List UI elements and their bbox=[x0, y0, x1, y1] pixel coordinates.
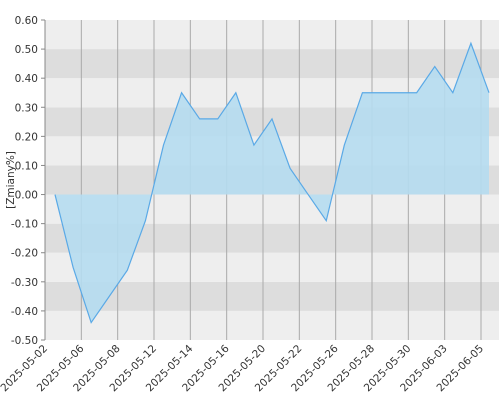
line bbox=[54, 41, 490, 324]
y-tick-label: -0.30 bbox=[11, 277, 38, 289]
y-tick-label: -0.10 bbox=[11, 219, 38, 231]
y-tick-label: -0.50 bbox=[11, 335, 38, 347]
band bbox=[45, 49, 499, 79]
y-tick-label: 0.50 bbox=[15, 44, 38, 56]
y-tick-label: 0.10 bbox=[15, 160, 38, 172]
y-tick-label: 0.60 bbox=[15, 15, 38, 27]
area bbox=[55, 43, 489, 323]
y-tick-label: -0.40 bbox=[11, 306, 38, 318]
band bbox=[45, 310, 499, 340]
band bbox=[45, 281, 499, 311]
y-tick-label: 0.20 bbox=[15, 131, 38, 143]
y-tick-label: 0.30 bbox=[15, 102, 38, 114]
y-axis-label: [Zmiany%] bbox=[5, 151, 17, 209]
y-tick-label: 0.00 bbox=[15, 190, 38, 202]
band bbox=[45, 20, 499, 50]
y-tick-label: 0.40 bbox=[15, 73, 38, 85]
plot bbox=[54, 41, 490, 324]
y-tick-label: -0.20 bbox=[11, 248, 38, 260]
